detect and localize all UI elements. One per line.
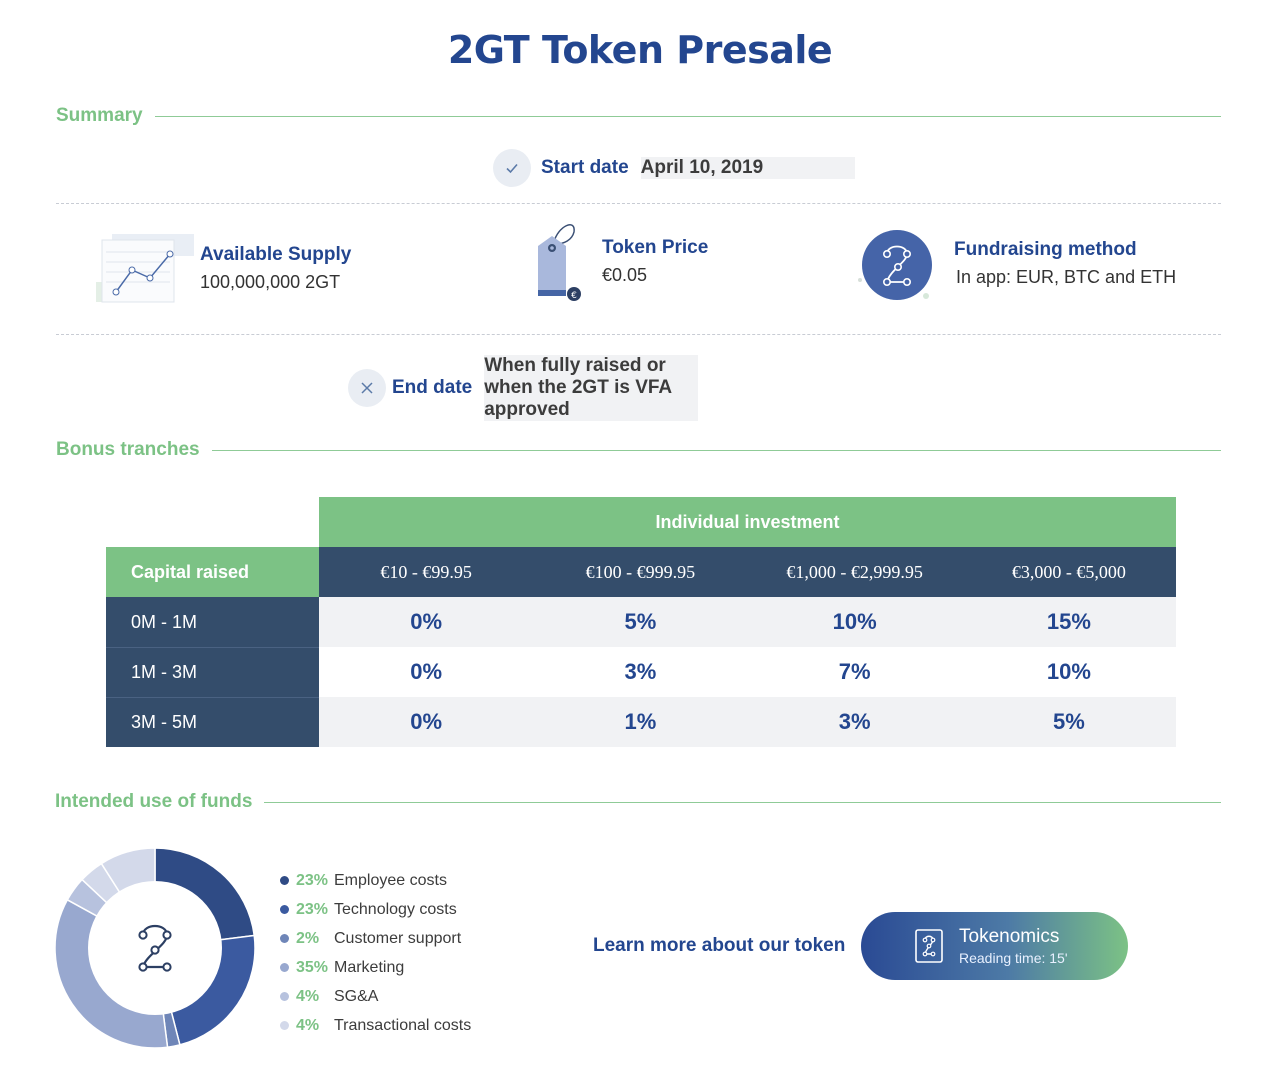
legend-percent: 4% — [296, 1016, 320, 1034]
end-date-value: When fully raised or when the 2GT is VFA… — [484, 355, 699, 421]
tokenomics-button[interactable]: Tokenomics Reading time: 15' — [861, 912, 1128, 980]
end-date-label: End date — [392, 377, 473, 398]
table-corner-blank — [106, 497, 319, 547]
tokenomics-button-title: Tokenomics — [959, 926, 1060, 947]
legend-percent: 23% — [296, 871, 329, 889]
available-supply-block: Available Supply 100,000,000 2GT — [92, 230, 351, 311]
legend-dot — [280, 905, 289, 914]
legend-item: 4% Transactional costs — [280, 1011, 471, 1040]
legend-percent: 35% — [296, 958, 329, 976]
table-row: 3M - 5M 0% 1% 3% 5% — [106, 697, 1176, 747]
legend-item: 23% Employee costs — [280, 866, 471, 895]
table-cell: 10% — [961, 647, 1176, 697]
capital-raised-header: Capital raised — [106, 547, 319, 597]
legend-dot — [280, 963, 289, 972]
document-icon — [914, 928, 944, 969]
available-supply-value: 100,000,000 2GT — [200, 272, 341, 292]
legend-item: 4% SG&A — [280, 982, 471, 1011]
summary-section-header: Summary — [56, 104, 1221, 128]
legend-label: Marketing — [334, 958, 405, 976]
token-price-block: € Token Price €0.05 — [518, 216, 708, 311]
start-date-label: Start date — [541, 157, 629, 178]
token-price-label: Token Price — [602, 237, 709, 258]
legend-item: 2% Customer support — [280, 924, 471, 953]
end-date-row: End date When fully raised or when the 2… — [348, 355, 699, 421]
table-cell: 15% — [961, 597, 1176, 647]
close-icon — [348, 369, 386, 407]
bonus-heading: Bonus tranches — [56, 439, 200, 460]
column-header: €100 - €999.95 — [533, 547, 748, 597]
row-label: 3M - 5M — [106, 697, 319, 747]
section-divider — [154, 115, 1221, 117]
table-cell: 0% — [319, 597, 534, 647]
legend-dot — [280, 934, 289, 943]
start-date-value: April 10, 2019 — [640, 157, 855, 179]
legend-item: 35% Marketing — [280, 953, 471, 982]
fundraising-method-block: Fundraising method In app: EUR, BTC and … — [852, 224, 1176, 311]
bonus-table: Individual investment Capital raised €10… — [106, 497, 1176, 747]
line-chart-icon — [92, 230, 196, 311]
legend-item: 23% Technology costs — [280, 895, 471, 924]
legend-percent: 2% — [296, 929, 320, 947]
column-header: €3,000 - €5,000 — [961, 547, 1176, 597]
column-header: €10 - €99.95 — [319, 547, 534, 597]
summary-heading: Summary — [56, 105, 143, 126]
token-price-value: €0.05 — [602, 265, 648, 285]
funds-donut-chart — [54, 847, 256, 1049]
legend-label: Transactional costs — [334, 1016, 472, 1034]
reading-time-label: Reading time: 15' — [959, 950, 1068, 966]
legend-dot — [280, 992, 289, 1001]
available-supply-label: Available Supply — [200, 244, 352, 265]
start-date-row: Start date April 10, 2019 — [493, 149, 855, 187]
section-divider — [264, 801, 1221, 803]
fundraising-method-label: Fundraising method — [954, 239, 1137, 260]
table-cell: 1% — [533, 697, 748, 747]
table-cell: 3% — [747, 697, 962, 747]
table-row: 0M - 1M 0% 5% 10% 15% — [106, 597, 1176, 647]
funds-heading: Intended use of funds — [55, 791, 253, 812]
learn-more-text: Learn more about our token — [593, 935, 846, 956]
fundraising-method-value: In app: EUR, BTC and ETH — [956, 267, 1177, 287]
table-row: 1M - 3M 0% 3% 7% 10% — [106, 647, 1176, 697]
2gt-logo-icon — [852, 224, 936, 311]
legend-dot — [280, 876, 289, 885]
table-cell: 5% — [533, 597, 748, 647]
legend-label: Customer support — [334, 929, 462, 947]
bonus-section-header: Bonus tranches — [56, 438, 1221, 462]
page-title: 2GT Token Presale — [447, 28, 833, 72]
table-cell: 0% — [319, 697, 534, 747]
legend-label: Employee costs — [334, 871, 447, 889]
row-label: 1M - 3M — [106, 647, 319, 697]
table-cell: 3% — [533, 647, 748, 697]
check-icon — [493, 149, 531, 187]
individual-investment-header: Individual investment — [319, 497, 1176, 547]
table-cell: 7% — [747, 647, 962, 697]
2gt-logo-icon — [138, 924, 172, 972]
dashed-divider — [56, 334, 1221, 335]
legend-dot — [280, 1021, 289, 1030]
legend-label: Technology costs — [334, 900, 457, 918]
price-tag-icon: € — [518, 216, 590, 311]
column-header: €1,000 - €2,999.95 — [747, 547, 962, 597]
dashed-divider — [56, 203, 1221, 204]
funds-section-header: Intended use of funds — [55, 790, 1221, 814]
svg-text:€: € — [571, 291, 577, 301]
table-cell: 10% — [747, 597, 962, 647]
legend-label: SG&A — [334, 987, 379, 1005]
row-label: 0M - 1M — [106, 597, 319, 647]
table-cell: 0% — [319, 647, 534, 697]
funds-legend: 23% Employee costs 23% Technology costs 2% Cu… — [280, 866, 471, 1040]
section-divider — [211, 449, 1221, 451]
legend-percent: 4% — [296, 987, 320, 1005]
table-cell: 5% — [961, 697, 1176, 747]
legend-percent: 23% — [296, 900, 329, 918]
